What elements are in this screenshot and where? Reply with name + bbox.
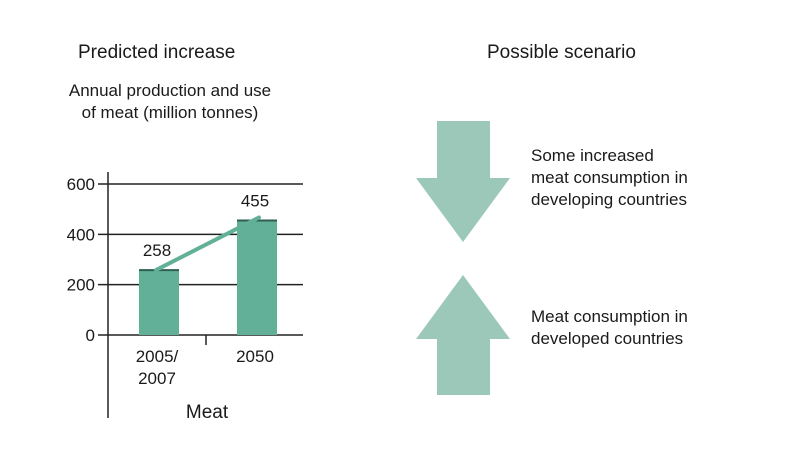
chart-trend	[154, 215, 261, 273]
trend-line	[154, 215, 261, 273]
x-tick-label-2: 2050	[236, 347, 274, 366]
down-arrow-icon	[416, 121, 510, 242]
chart-labels: 0 200 400 600 258 2005/2007 455 2050 Meat	[67, 175, 274, 423]
y-tick-label-600: 600	[67, 175, 95, 194]
up-arrow-icon	[416, 275, 510, 395]
data-label-2: 455	[241, 191, 269, 210]
chart-subtitle: Annual production and use of meat (milli…	[68, 81, 272, 122]
x-axis-label: Meat	[186, 402, 229, 423]
scenario-text-developed: Meat consumption in developed countries	[531, 307, 688, 348]
data-label-1: 258	[143, 241, 171, 260]
bar-2	[237, 220, 277, 335]
bar-1	[139, 270, 179, 335]
right-heading: Possible scenario	[487, 42, 636, 63]
chart-bars	[139, 219, 277, 335]
scenario-text-developing: Some increased meat consumption in devel…	[531, 146, 688, 209]
y-tick-label-200: 200	[67, 276, 95, 295]
x-tick-label-1: 2005/2007	[136, 347, 179, 388]
y-tick-label-0: 0	[86, 326, 95, 345]
chart-axes	[107, 172, 207, 418]
y-tick-label-400: 400	[67, 225, 95, 244]
left-heading: Predicted increase	[78, 42, 236, 63]
